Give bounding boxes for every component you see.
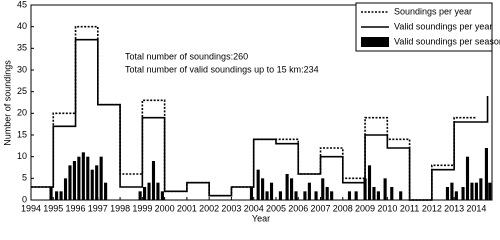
x-tick-label: 1999	[132, 203, 152, 213]
x-tick-label: 1996	[66, 203, 86, 213]
season-bar	[256, 169, 260, 200]
x-tick-label: 2000	[155, 203, 175, 213]
season-bar	[450, 182, 454, 200]
season-bar	[86, 156, 90, 200]
season-bar	[294, 191, 298, 200]
season-bar	[372, 187, 376, 200]
season-bar	[479, 178, 483, 200]
season-bar	[249, 187, 254, 200]
x-tick-label: 2003	[221, 203, 241, 213]
season-bar	[321, 178, 325, 200]
x-tick-label: 2006	[288, 203, 308, 213]
y-tick-label: 15	[17, 129, 27, 139]
season-bar	[261, 178, 265, 200]
x-tick-label: 1994	[21, 203, 41, 213]
season-bar	[59, 191, 63, 200]
season-bar	[367, 165, 372, 200]
season-bar	[445, 187, 450, 200]
x-tick-label: 2009	[355, 203, 375, 213]
season-bar	[49, 187, 53, 200]
x-tick-label: 2007	[311, 203, 331, 213]
legend-swatch	[361, 37, 389, 47]
x-tick-label: 2012	[422, 203, 442, 213]
x-tick-label: 2010	[377, 203, 397, 213]
x-tick-label: 2008	[333, 203, 353, 213]
annotation: Total number of valid soundings up to 15…	[125, 64, 319, 74]
season-bar	[376, 191, 380, 200]
season-bar	[138, 191, 142, 200]
season-bar	[465, 156, 470, 200]
y-tick-label: 5	[22, 173, 27, 183]
season-bar	[354, 191, 358, 200]
x-tick-label: 2011	[400, 203, 419, 213]
season-bar	[307, 182, 311, 200]
season-bar	[290, 178, 294, 200]
season-bar	[314, 191, 318, 200]
season-bar	[303, 191, 307, 200]
season-bar	[484, 148, 488, 200]
season-bar	[55, 191, 59, 200]
y-tick-label: 30	[17, 64, 27, 74]
x-tick-label: 2005	[266, 203, 286, 213]
x-tick-label: 2013	[444, 203, 464, 213]
season-bar	[383, 178, 387, 200]
y-tick-label: 45	[17, 0, 27, 9]
season-bar	[474, 182, 478, 200]
x-axis-label: Year	[252, 213, 270, 223]
step-line	[31, 38, 489, 201]
season-bar	[265, 191, 269, 200]
season-bar	[461, 187, 465, 200]
legend-label: Soundings per year	[394, 6, 472, 16]
season-bar	[90, 169, 94, 200]
season-bar	[72, 161, 76, 200]
legend-label: Valid soundings per season	[394, 36, 500, 46]
season-bar	[278, 191, 282, 200]
season-bar	[63, 178, 68, 200]
season-bar	[399, 191, 403, 200]
y-tick-label: 20	[17, 108, 27, 118]
y-tick-label: 40	[17, 21, 27, 31]
season-bar	[347, 191, 352, 200]
y-axis-label: Number of soundings	[2, 60, 12, 146]
season-bar	[488, 182, 492, 200]
season-bar	[77, 156, 81, 200]
y-tick-label: 10	[17, 151, 27, 161]
season-bar	[285, 174, 289, 200]
y-tick-label: 0	[22, 194, 27, 204]
season-bar	[470, 182, 474, 200]
season-bar	[81, 152, 85, 200]
y-tick-label: 25	[17, 86, 27, 96]
season-bar	[68, 165, 72, 200]
x-tick-label: 2014	[466, 203, 486, 213]
y-tick-label: 35	[17, 43, 27, 53]
season-bar	[104, 182, 108, 200]
season-bar	[95, 165, 99, 200]
season-bar	[330, 191, 334, 200]
season-bar	[325, 187, 329, 200]
season-bar	[269, 182, 274, 200]
chart: Total number of soundings:260 Total numb…	[2, 0, 500, 223]
x-tick-label: 1997	[88, 203, 108, 213]
legend-label: Valid soundings per year	[394, 21, 492, 31]
season-bar	[143, 187, 147, 200]
x-tick-label: 1995	[43, 203, 63, 213]
x-tick-label: 2002	[199, 203, 219, 213]
season-bar	[160, 191, 164, 200]
season-bar	[390, 187, 394, 200]
x-tick-label: 2004	[244, 203, 264, 213]
season-bar	[454, 191, 458, 200]
season-bar	[99, 156, 103, 200]
season-bar	[156, 182, 160, 200]
season-bar	[363, 178, 367, 200]
annotation: Total number of soundings:260	[125, 51, 248, 61]
x-tick-label: 1998	[110, 203, 130, 213]
season-bar	[147, 182, 151, 200]
x-tick-label: 2001	[177, 203, 197, 213]
season-bar	[151, 161, 156, 200]
